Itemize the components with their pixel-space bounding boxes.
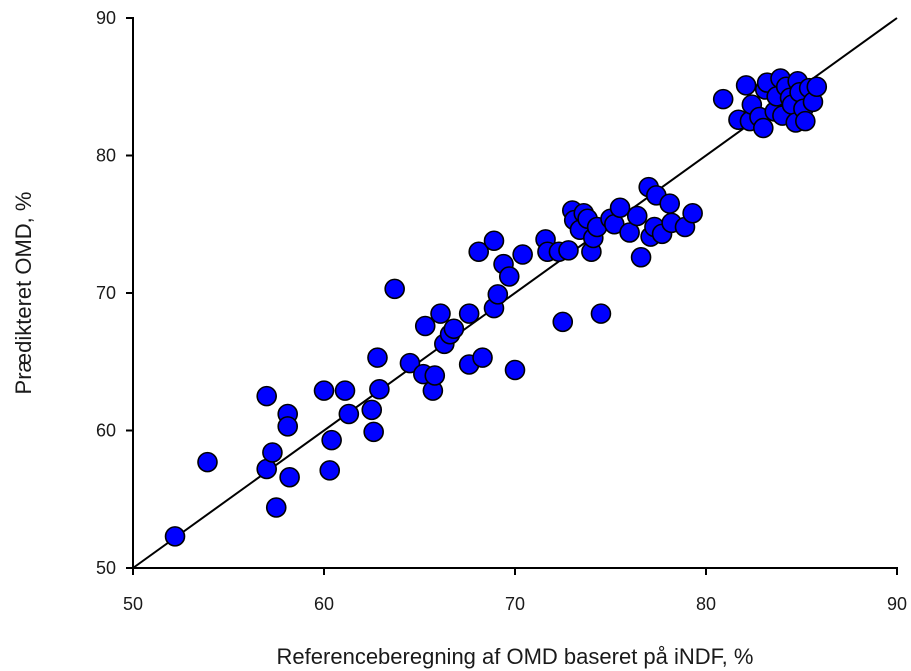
- x-tick-label: 90: [887, 594, 907, 614]
- data-point: [313, 380, 335, 401]
- data-point: [265, 497, 287, 518]
- data-point: [361, 399, 383, 421]
- data-point: [712, 88, 734, 110]
- data-point: [552, 311, 574, 333]
- data-point: [164, 526, 186, 547]
- data-point: [458, 303, 480, 324]
- data-point: [626, 205, 648, 227]
- data-point: [197, 451, 218, 473]
- data-point: [256, 385, 278, 407]
- data-point: [735, 75, 757, 96]
- x-tick-label: 50: [123, 594, 143, 614]
- data-point: [334, 380, 356, 401]
- data-point: [443, 318, 465, 340]
- data-point: [369, 378, 390, 400]
- data-point: [483, 230, 505, 252]
- y-tick-label: 90: [96, 8, 116, 28]
- x-tick-label: 60: [314, 594, 334, 614]
- data-point: [590, 303, 612, 324]
- data-point: [558, 240, 579, 261]
- y-axis-title: Prædikteret OMD, %: [11, 192, 36, 395]
- data-point: [367, 347, 388, 368]
- data-points: [164, 68, 828, 547]
- data-point: [399, 352, 421, 374]
- data-point: [752, 117, 774, 139]
- x-tick-label: 70: [505, 594, 525, 614]
- data-point: [468, 241, 490, 263]
- x-tick-label: 80: [696, 594, 716, 614]
- data-point: [262, 442, 283, 463]
- y-tick-label: 60: [96, 421, 116, 441]
- data-point: [619, 222, 640, 243]
- y-tick-label: 80: [96, 146, 116, 166]
- data-point: [384, 278, 405, 300]
- data-point: [319, 460, 341, 481]
- data-point: [806, 76, 828, 98]
- axes: 50 60 70 80 90 50 60 70 80 90: [96, 8, 907, 614]
- data-point: [504, 359, 526, 381]
- data-point: [795, 110, 816, 132]
- data-point: [487, 284, 509, 305]
- data-point: [498, 266, 520, 287]
- data-point: [659, 193, 681, 214]
- data-point: [630, 246, 652, 268]
- x-axis-title: Referenceberegning af OMD baseret på iND…: [277, 644, 754, 669]
- data-point: [424, 365, 446, 386]
- y-tick-label: 50: [96, 558, 116, 578]
- y-tick-label: 70: [96, 283, 116, 303]
- data-point: [279, 466, 300, 488]
- data-point: [321, 429, 342, 451]
- data-point: [414, 315, 436, 337]
- data-point: [277, 416, 299, 437]
- data-point: [609, 197, 631, 219]
- data-point: [430, 303, 451, 324]
- data-point: [682, 202, 703, 224]
- data-point: [512, 244, 533, 265]
- data-point: [363, 421, 384, 443]
- data-point: [472, 347, 493, 368]
- data-point: [338, 403, 360, 425]
